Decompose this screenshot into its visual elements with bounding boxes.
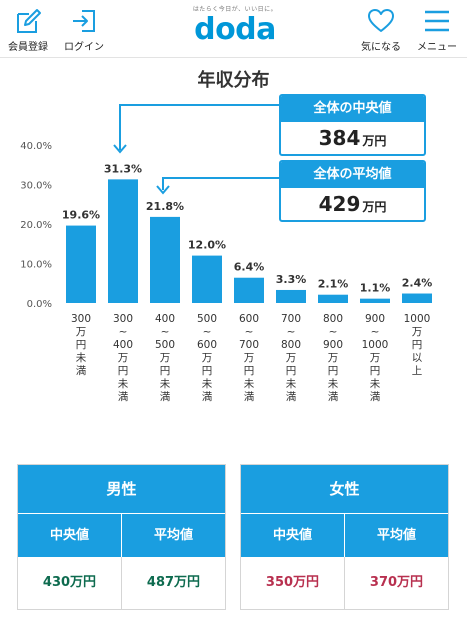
average-callout: 全体の平均値 429 万円 [279,160,426,222]
logo-text: doda [194,12,276,47]
bar [276,289,306,303]
male-average-label: 平均値 [121,514,225,557]
male-title: 男性 [18,465,225,513]
bar [108,179,138,303]
median-callout-unit: 万円 [362,134,387,148]
chart-title: 年収分布 [197,70,270,91]
average-callout-unit: 万円 [362,200,387,214]
median-arrow-line [119,104,281,150]
site-header: 会員登録 ログイン はたらく今日が、いい日に。 doda 気になる メニュー [0,0,467,58]
x-category-label: 300 万円未満 [71,313,91,377]
login-button[interactable]: ログイン [64,6,104,53]
bar [192,255,222,303]
x-category-label: 500 ~600 万円未満 [197,313,217,403]
bar-value-label: 6.4% [234,261,265,274]
male-median-value: 430万円 [42,575,97,590]
x-category-label: 400 ~500 万円未満 [155,313,175,403]
x-category-label: 300 ~400 万円未満 [113,313,133,403]
bar-value-label: 31.3% [104,162,142,175]
female-average-value: 370万円 [344,557,448,609]
income-distribution-chart: 0.0% 10.0% 20.0% 30.0% 40.0% 19.6% 31.3% 21.8%… [20,104,433,403]
average-callout-label: 全体の平均値 [281,162,424,188]
male-stats-table: 男性 中央値 平均値 430万円 487万円 [17,464,226,610]
bar [150,216,180,303]
average-callout-value: 429 [318,192,361,216]
x-category-label: 1000 万円以上 [404,313,431,377]
bar-value-label: 21.8% [146,200,184,213]
x-category-label: 800 ~900 万円未満 [323,313,343,403]
favorite-button[interactable]: 気になる [361,6,401,53]
average-arrow-line [162,177,281,190]
login-arrow-icon [73,10,95,32]
bar-value-label: 1.1% [360,282,391,295]
register-button[interactable]: 会員登録 [8,6,48,53]
median-callout-value: 384 [318,126,361,150]
male-average-value: 487万円 [121,557,225,609]
register-label: 会員登録 [8,42,48,53]
login-label: ログイン [64,42,104,53]
favorite-label: 気になる [361,42,401,53]
y-tick-label: 0.0% [27,299,52,310]
female-stats-table: 女性 中央値 平均値 350万円 370万円 [240,464,449,610]
median-arrow-head [113,144,127,154]
bar [234,277,264,303]
menu-button[interactable]: メニュー [417,6,457,53]
doda-logo[interactable]: はたらく今日が、いい日に。 doda [185,4,285,47]
female-average-label: 平均値 [344,514,448,557]
median-callout: 全体の中央値 384 万円 [279,94,426,156]
bar-value-label: 2.4% [402,277,433,290]
heart-icon [368,9,394,32]
bar [402,293,432,303]
female-title: 女性 [241,465,448,513]
bar-value-label: 2.1% [318,278,349,291]
y-tick-label: 30.0% [20,181,52,192]
bar [318,294,348,303]
bar [66,225,96,303]
male-median-label: 中央値 [49,528,89,543]
y-tick-label: 10.0% [20,260,52,271]
hamburger-icon [425,10,449,32]
female-median-value: 350万円 [265,575,320,590]
menu-label: メニュー [417,42,457,53]
bar-value-label: 19.6% [62,209,100,222]
female-median-label: 中央値 [272,528,312,543]
x-category-label: 700 ~800 万円未満 [281,313,301,403]
bar-value-label: 3.3% [276,273,307,286]
average-arrow-head [156,185,170,195]
bar [360,298,390,303]
median-callout-label: 全体の中央値 [281,96,424,122]
y-tick-label: 40.0% [20,141,52,152]
x-category-label: 900 ~1000 万円未満 [362,313,389,403]
y-tick-label: 20.0% [20,220,52,231]
x-category-label: 600 ~700 万円未満 [239,313,259,403]
tagline: はたらく今日が、いい日に。 [192,6,278,13]
pen-square-icon [17,9,41,33]
bar-value-label: 12.0% [188,239,226,252]
